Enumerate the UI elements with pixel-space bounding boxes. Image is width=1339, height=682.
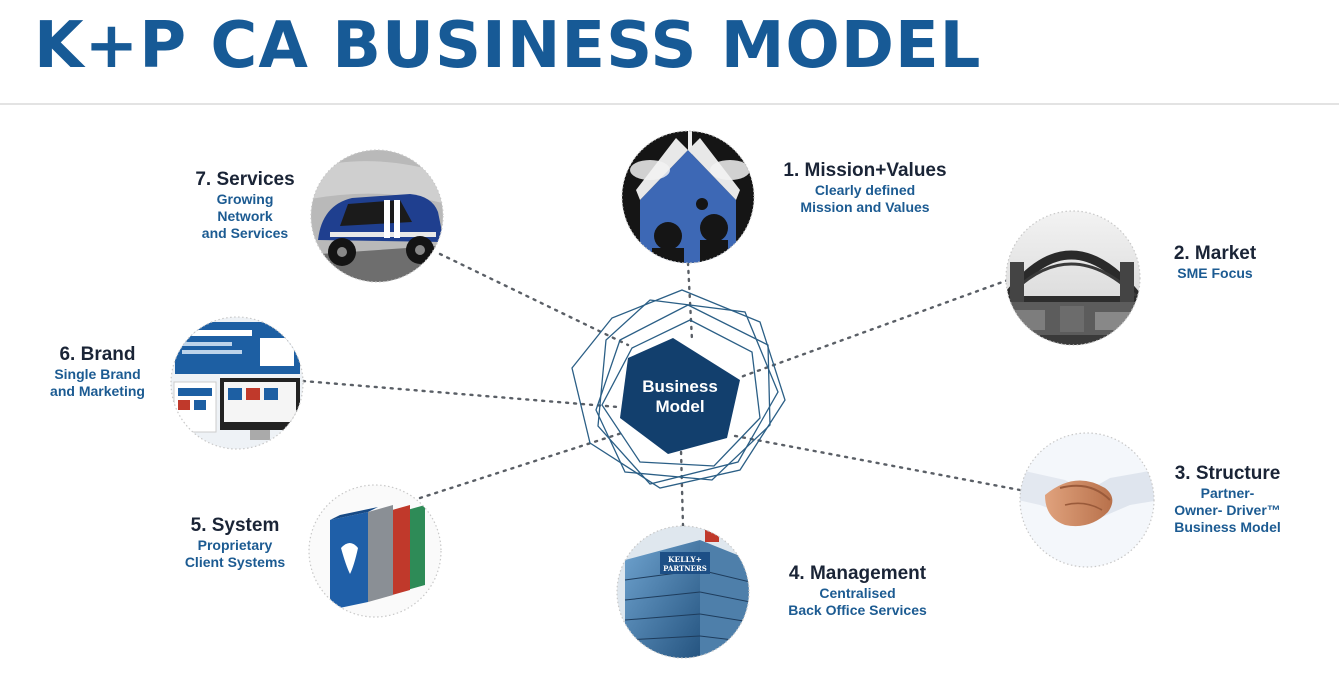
node-services-heading: 7. Services <box>195 169 295 190</box>
services-image <box>311 150 443 282</box>
node-market-subtext: SME Focus <box>1177 265 1253 281</box>
connector-system <box>418 430 627 500</box>
node-brand-heading: 6. Brand <box>59 344 136 365</box>
node-management-heading: 4. Management <box>788 563 927 584</box>
node-brand-label: 6. Brand Single Brand and Marketing <box>30 344 165 400</box>
node-system-label: 5. System Proprietary Client Systems <box>170 515 300 571</box>
structure-image <box>1020 433 1154 567</box>
connector-lines <box>301 252 1022 528</box>
hexagon-outline <box>601 319 761 467</box>
title-divider <box>0 103 1339 105</box>
hexagon-outlines <box>571 289 786 489</box>
node-services-subtext: Growing Network and Services <box>201 191 289 241</box>
node-mission-subtext: Clearly defined Mission and Values <box>800 182 930 215</box>
center-hexagon <box>620 338 740 454</box>
node-mission-heading: 1. Mission+Values <box>783 160 947 181</box>
hexagon-outline <box>597 299 779 485</box>
system-image <box>309 485 441 617</box>
node-market-label: 2. Market SME Focus <box>1150 243 1280 282</box>
connector-services <box>438 252 630 347</box>
node-services-label: 7. Services Growing Network and Services <box>180 169 310 242</box>
node-structure-label: 3. Structure Partner- Owner- Driver™ Bus… <box>1160 463 1295 536</box>
center-label: Business Model <box>642 377 718 416</box>
connector-management <box>679 448 685 528</box>
node-management-subtext: Centralised Back Office Services <box>788 585 927 618</box>
market-image <box>1006 211 1140 345</box>
building-sign-line2: PARTNERS <box>663 564 707 573</box>
connector-structure <box>728 433 1022 492</box>
hexagon-outline <box>595 304 771 481</box>
connector-brand <box>301 379 620 409</box>
node-mission-label: 1. Mission+Values Clearly defined Missio… <box>770 160 960 216</box>
node-brand-subtext: Single Brand and Marketing <box>50 366 145 399</box>
node-market-heading: 2. Market <box>1173 243 1257 264</box>
mission-image <box>622 131 754 263</box>
building-sign-line1: KELLY+ <box>668 555 702 564</box>
connector-market <box>736 278 1010 380</box>
node-structure-heading: 3. Structure <box>1174 463 1281 484</box>
node-system-subtext: Proprietary Client Systems <box>184 537 286 570</box>
page-title: K+P CA BUSINESS MODEL <box>34 9 982 83</box>
brand-image <box>171 317 303 449</box>
connector-mission <box>686 261 694 342</box>
node-system-heading: 5. System <box>190 515 280 536</box>
management-image: KELLY+ PARTNERS <box>617 526 749 658</box>
node-structure-subtext: Partner- Owner- Driver™ Business Model <box>1174 485 1281 535</box>
node-management-label: 4. Management Centralised Back Office Se… <box>765 563 950 619</box>
